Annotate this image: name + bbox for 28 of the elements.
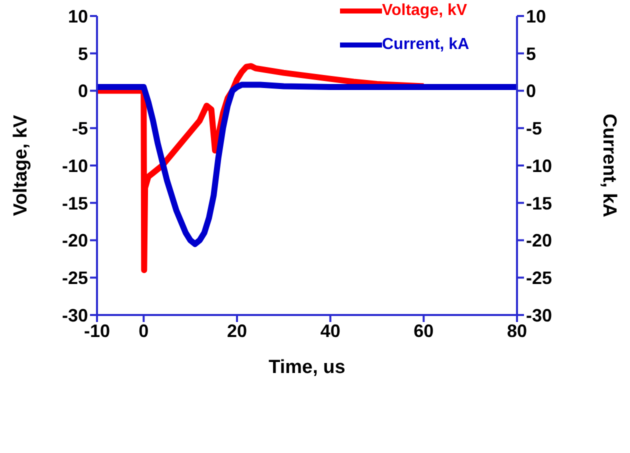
y2-tick-label: -15 [526,193,552,214]
y-tick-label: -25 [62,268,88,288]
y2-tick-label: -10 [526,156,552,176]
y-tick-label: 0 [78,81,88,102]
legend-label: Voltage, kV [382,2,468,20]
y2-tick-label: -20 [526,230,552,251]
y2-tick-label: -30 [526,305,552,326]
y2-tick-label: -5 [526,118,542,139]
y-tick-label: -15 [62,193,88,214]
y-tick-label: -30 [62,305,88,326]
x-tick-label: 0 [138,320,149,341]
y-tick-label: -10 [62,156,88,176]
y-tick-label: 5 [78,44,88,64]
legend-label: Current, kA [382,36,470,54]
y2-axis-title: Current, kA [598,114,620,218]
y2-tick-label: 5 [526,44,536,64]
y-tick-label: -20 [62,230,88,251]
x-tick-label: 20 [226,320,248,341]
x-tick-label: 80 [506,320,528,341]
x-axis-title: Time, us [268,357,346,378]
y2-tick-label: 0 [526,81,536,102]
y-tick-label: -5 [72,118,88,139]
x-tick-label: 60 [414,320,434,341]
y-tick-label: 10 [68,6,88,26]
y2-tick-label: 10 [526,6,546,26]
x-tick-label: 40 [320,320,340,341]
y2-tick-label: -25 [526,268,552,288]
y-axis-title: Voltage, kV [10,114,32,216]
